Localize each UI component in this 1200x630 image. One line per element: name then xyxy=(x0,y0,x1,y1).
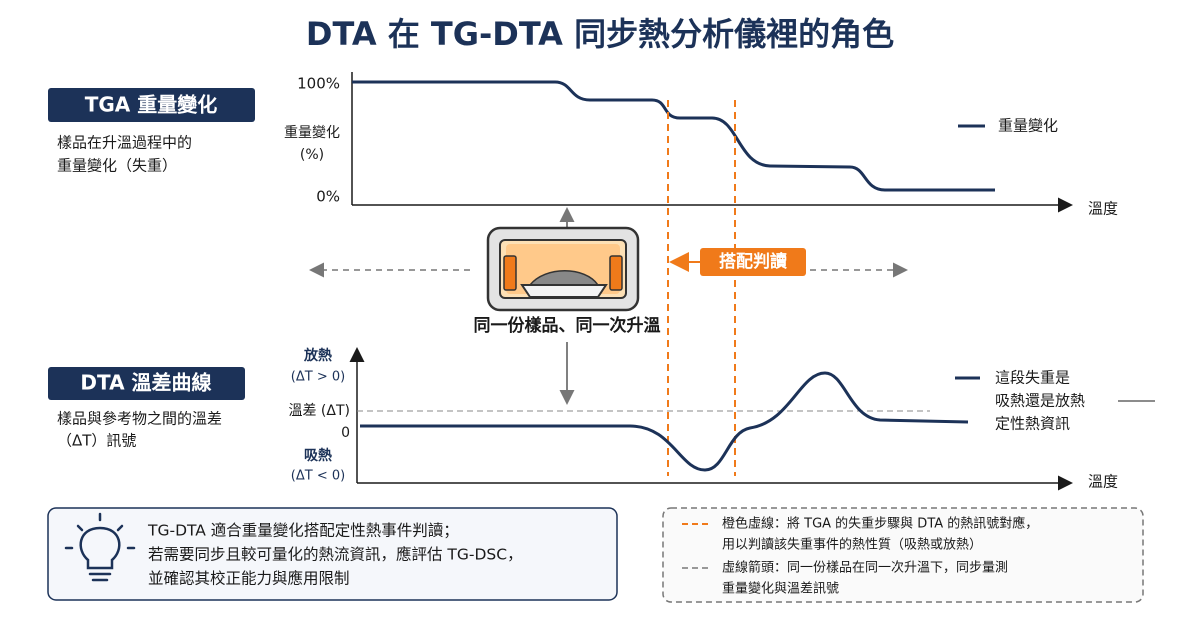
dta-desc: 樣品與參考物之間的溫差 xyxy=(57,410,222,428)
tga-curve xyxy=(352,80,995,192)
tip-line: TG-DTA 適合重量變化搭配定性熱事件判讀； xyxy=(147,522,459,540)
dta-curve xyxy=(360,371,969,472)
dta-label-box xyxy=(48,367,245,400)
dta-legend: 定性熱資訊 xyxy=(995,415,1070,433)
tga-label: TGA 重量變化 xyxy=(85,93,218,117)
dta-legend: 吸熱還是放熱 xyxy=(995,392,1085,410)
exo-label: (ΔT > 0) xyxy=(291,370,345,385)
notes-box xyxy=(662,507,1144,603)
title: DTA 在 TG-DTA 同步熱分析儀裡的角色 xyxy=(306,15,894,53)
tga-y-label: (%) xyxy=(300,147,324,163)
note-line: 用以判讀該失重事件的熱性質（吸熱或放熱） xyxy=(722,537,982,553)
tga-desc: 重量變化（失重） xyxy=(57,157,177,175)
tip-line: 並確認其校正能力與應用限制 xyxy=(148,569,350,588)
badge: 搭配判讀 xyxy=(719,251,787,272)
bulb-icon xyxy=(64,512,136,582)
tip-line: 若需要同步且較可量化的熱流資訊，應評估 TG-DSC， xyxy=(148,545,523,564)
endo-label: 吸熱 xyxy=(304,447,332,464)
baseline-label: 溫差 (ΔT) xyxy=(288,403,350,419)
tga-x-label: 溫度 xyxy=(1088,200,1118,218)
note-line: 橙色虛線：將 TGA 的失重步驟與 DTA 的熱訊號對應， xyxy=(722,516,1038,532)
tga-label-box xyxy=(48,88,255,122)
zero-label: 0 xyxy=(341,425,350,441)
dta-desc: （ΔT）訊號 xyxy=(57,432,136,450)
tip-box xyxy=(47,507,618,601)
tga-desc: 樣品在升溫過程中的 xyxy=(57,134,192,152)
exo-label: 放熱 xyxy=(303,347,332,364)
note-line: 重量變化與溫差訊號 xyxy=(722,581,839,597)
dta-label: DTA 溫差曲線 xyxy=(80,371,211,395)
dta-x-label: 溫度 xyxy=(1088,473,1118,491)
badge-box xyxy=(700,248,806,276)
tga-legend: 重量變化 xyxy=(998,117,1058,135)
center-caption: 同一份樣品、同一次升溫 xyxy=(474,315,661,336)
oven-icon xyxy=(486,226,640,312)
tga-y-label: 重量變化 xyxy=(284,125,340,141)
tga-y-top: 100% xyxy=(297,75,340,93)
endo-label: (ΔT < 0) xyxy=(291,469,345,484)
tga-y-bottom: 0% xyxy=(316,188,340,206)
note-line: 虛線箭頭：同一份樣品在同一次升溫下，同步量測 xyxy=(722,560,1008,576)
dta-legend: 這段失重是 xyxy=(995,369,1070,387)
